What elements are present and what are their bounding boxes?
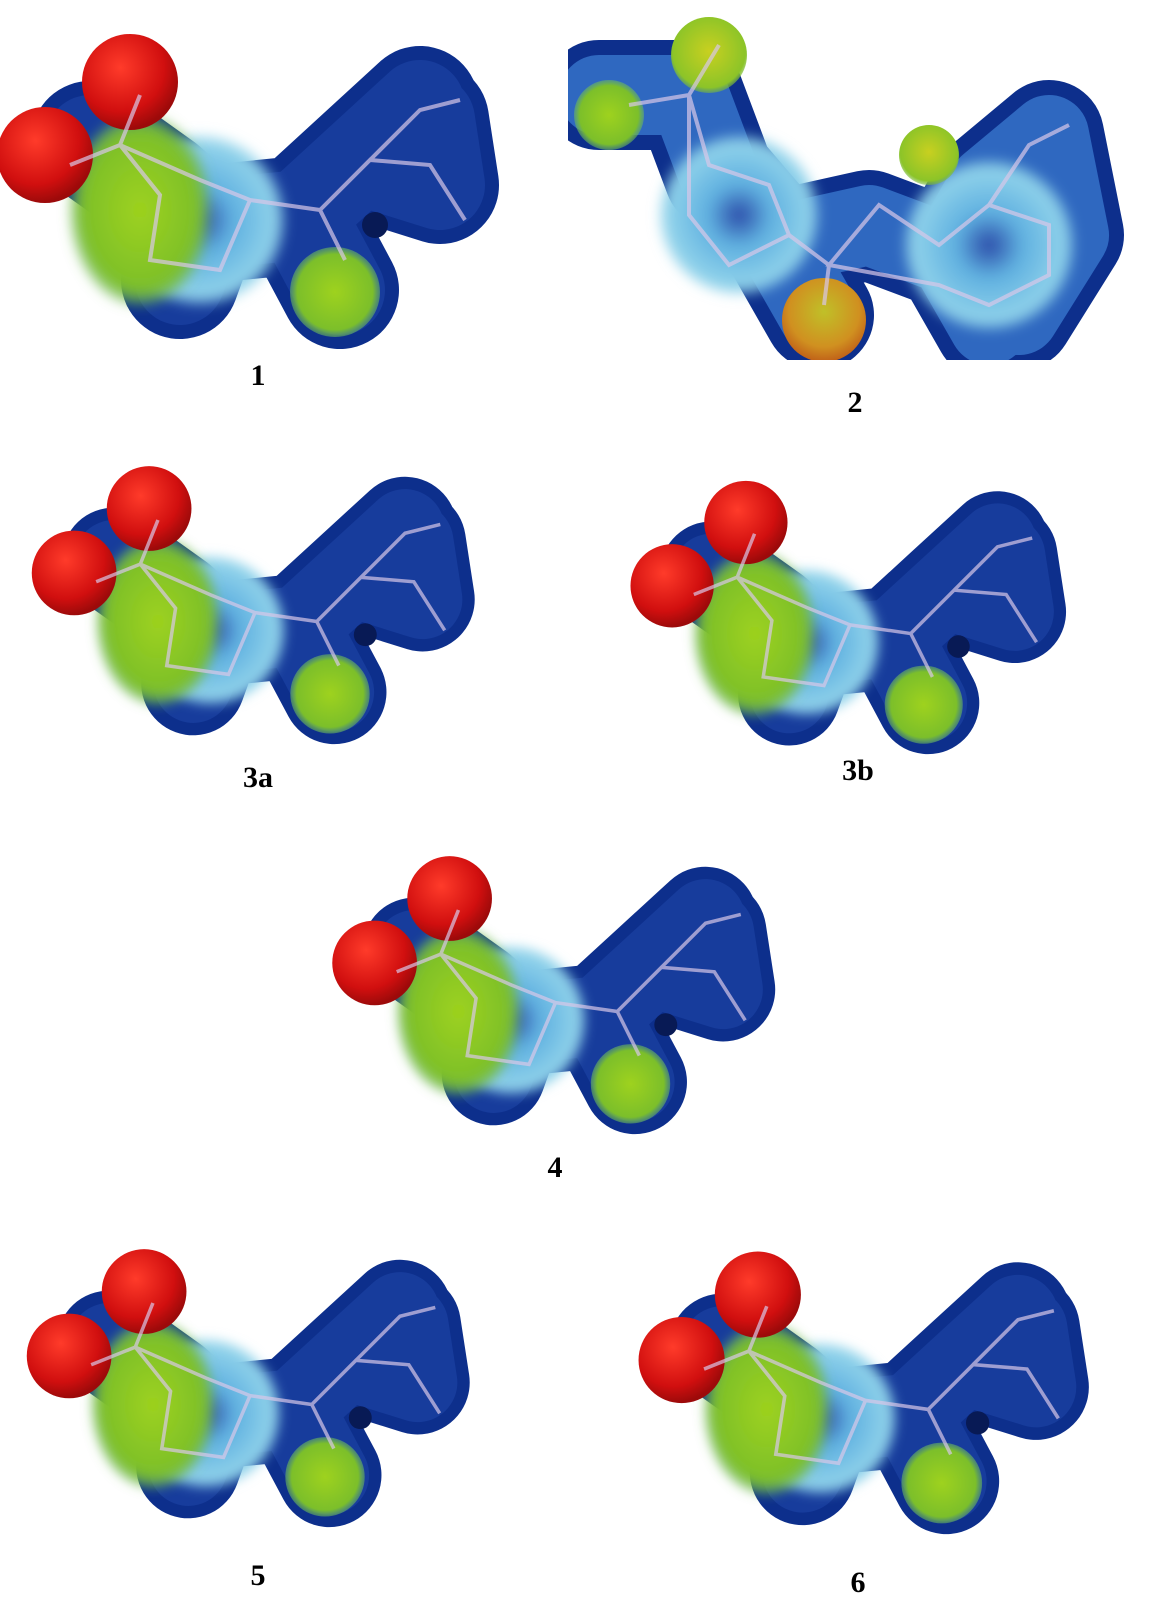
panel-label: 4: [548, 1151, 563, 1184]
molecule-map: [630, 481, 1036, 744]
panel-label: 2: [848, 386, 863, 419]
panel-label: 1: [251, 359, 266, 392]
molecule-map: [639, 1252, 1059, 1524]
molecule-map: [0, 34, 465, 337]
panel-label: 5: [251, 1559, 266, 1592]
panel-label: 3a: [243, 761, 273, 794]
molecule-map: [332, 856, 745, 1123]
molecule-map: [574, 17, 1074, 362]
panel-label: 3b: [842, 754, 874, 787]
molecule-map: [27, 1249, 440, 1516]
figure: 1 2 3a 3b 4 5 6: [0, 0, 1166, 1611]
panel-label: 6: [851, 1566, 866, 1599]
molecule-map: [32, 466, 445, 733]
